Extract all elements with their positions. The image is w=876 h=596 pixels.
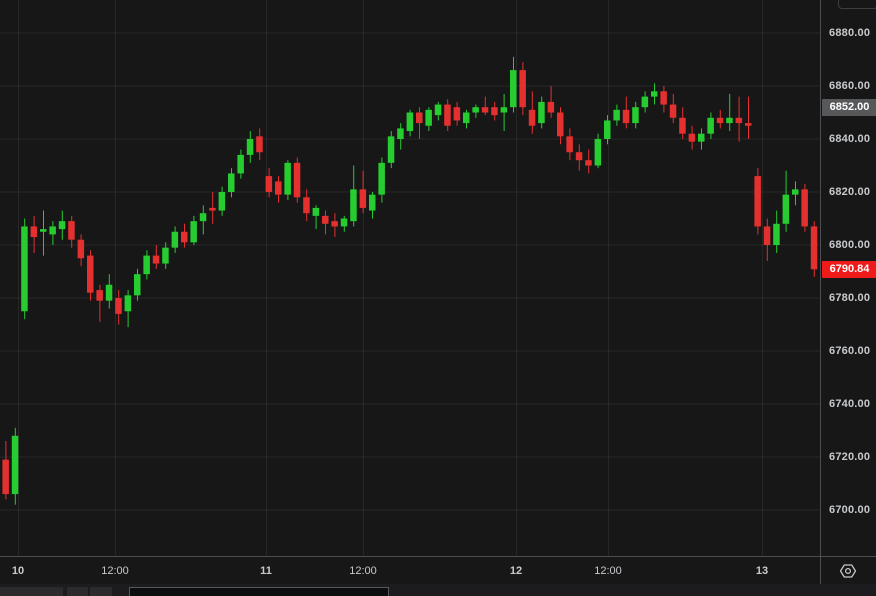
time-tick-hour: 12:00	[349, 565, 377, 577]
bottom-toolbar-button-2[interactable]	[67, 587, 88, 596]
price-tick: 6700.00	[829, 504, 871, 516]
candlestick-chart[interactable]	[0, 0, 820, 556]
bottom-toolbar-input[interactable]	[129, 587, 389, 596]
time-axis[interactable]: 10 12:00 11 12:00 12 12:00 13	[0, 556, 820, 585]
secondary-price-label: 6852.00	[822, 98, 876, 116]
time-tick-day: 11	[260, 565, 272, 577]
time-tick-hour: 12:00	[101, 565, 129, 577]
price-tick: 6880.00	[829, 27, 871, 39]
price-axis[interactable]: 6880.00 6860.00 6840.00 6820.00 6800.00 6780.…	[820, 0, 876, 584]
price-tick: 6860.00	[829, 80, 871, 92]
bottom-toolbar-button-1[interactable]	[0, 587, 63, 596]
time-tick-day: 13	[755, 565, 769, 577]
price-tick: 6740.00	[829, 398, 871, 410]
price-tick: 6820.00	[829, 186, 871, 198]
bottom-toolbar-button-3[interactable]	[90, 587, 112, 596]
axis-top-partial-label	[838, 0, 876, 9]
bottom-toolbar-cutoff	[0, 584, 876, 596]
price-tick: 6780.00	[829, 292, 871, 304]
price-tick: 6800.00	[829, 239, 871, 251]
price-tick: 6840.00	[829, 133, 871, 145]
price-tick: 6760.00	[829, 345, 871, 357]
time-tick-hour: 12:00	[594, 565, 622, 577]
time-tick-day: 10	[11, 565, 25, 577]
time-axis-corner	[820, 556, 876, 585]
time-tick-day: 12	[509, 565, 523, 577]
price-tick: 6720.00	[829, 451, 871, 463]
gear-icon[interactable]	[839, 563, 857, 579]
last-price-label: 6790.84	[822, 260, 876, 278]
candlestick-chart-pane[interactable]	[0, 0, 820, 556]
